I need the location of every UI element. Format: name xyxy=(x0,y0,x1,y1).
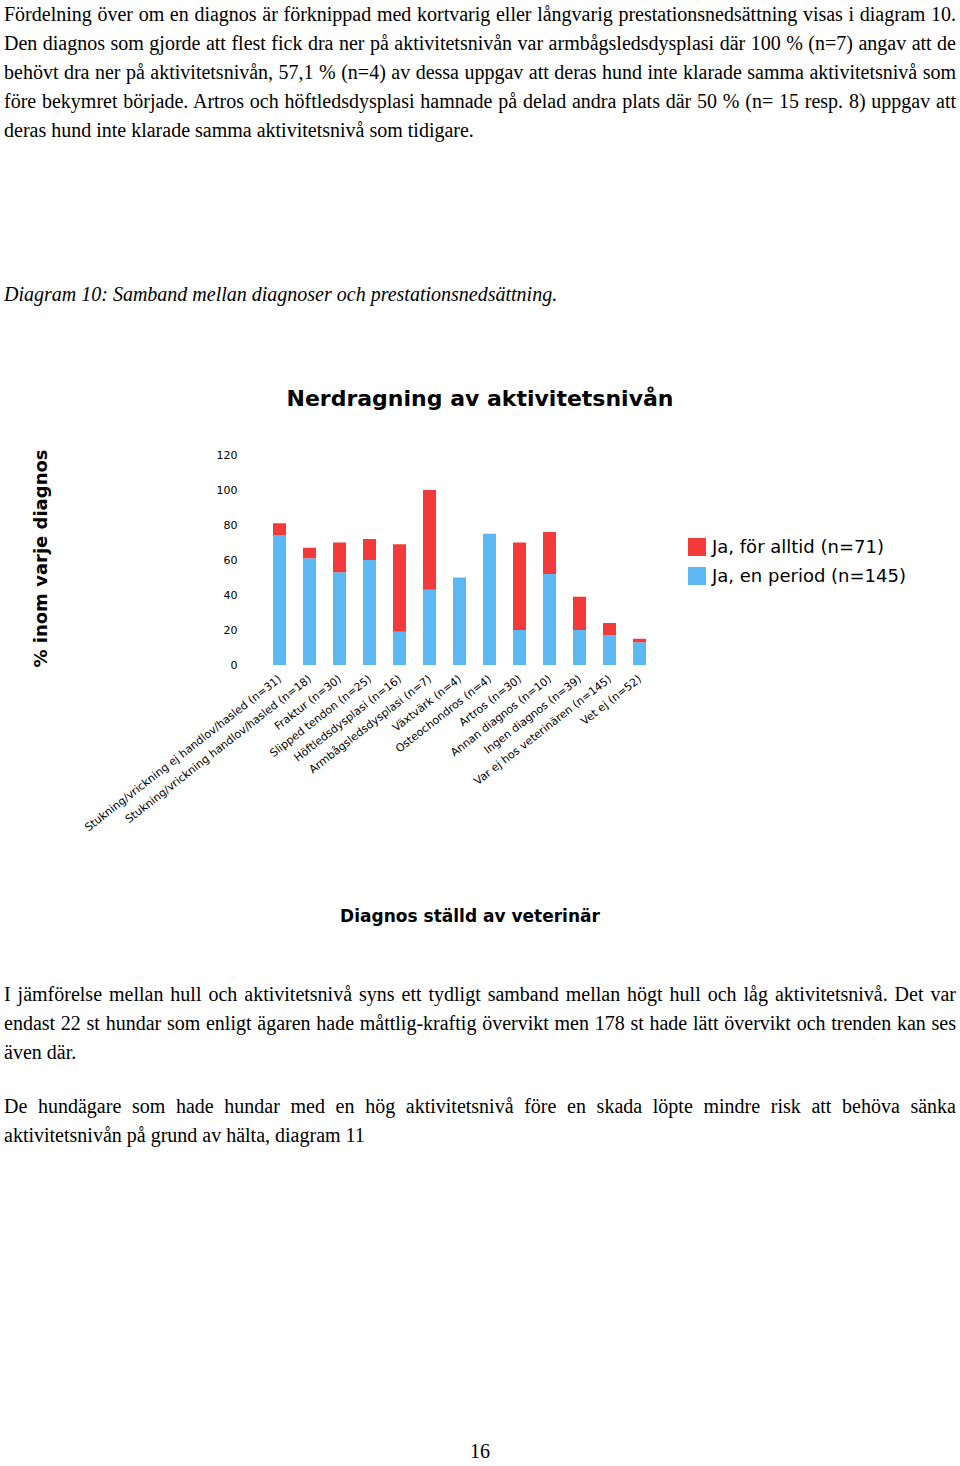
svg-text:0: 0 xyxy=(231,659,238,672)
html-text:Ja, för alltid (n=71): Ja, för alltid (n=71) xyxy=(712,536,884,557)
svg-text:120: 120 xyxy=(217,449,238,462)
svg-text:Artros (n=30): Artros (n=30) xyxy=(456,672,524,730)
svg-text:Armbågsledsdysplasi (n=7): Armbågsledsdysplasi (n=7) xyxy=(307,673,434,777)
html-text:Fördelning över om en diagnos: Fördelning över om en diagnos är förknip… xyxy=(4,3,956,141)
svg-text:Höftledsdysplasi (n=16): Höftledsdysplasi (n=16) xyxy=(291,672,404,765)
svg-text:Fraktur (n=30): Fraktur (n=30) xyxy=(272,672,344,733)
html-text:Nerdragning av aktivitetsnivån: Nerdragning av aktivitetsnivån xyxy=(286,386,674,411)
svg-text:Vet ej (n=52): Vet ej (n=52) xyxy=(578,673,644,728)
svg-text:20: 20 xyxy=(224,624,238,637)
svg-text:40: 40 xyxy=(224,589,238,602)
html-text:Diagram 10: Samband mellan dia: Diagram 10: Samband mellan diagnoser och… xyxy=(4,283,558,305)
svg-text:Växtvärk (n=4): Växtvärk (n=4) xyxy=(390,672,464,735)
svg-text:Stukning/vrickning handlov/has: Stukning/vrickning handlov/hasled (n=18) xyxy=(122,672,314,826)
html-text:De hundägare som hade hundar m: De hundägare som hade hundar med en hög … xyxy=(4,1095,956,1146)
html-text:Ja, en period (n=145): Ja, en period (n=145) xyxy=(712,565,906,586)
html-text:I jämförelse mellan hull och a: I jämförelse mellan hull och aktivitetsn… xyxy=(4,983,956,1063)
svg-text:Stukning/vrickning ej handlov/: Stukning/vrickning ej handlov/hasled (n=… xyxy=(82,673,284,835)
svg-text:Ingen diagnos (n=39): Ingen diagnos (n=39) xyxy=(481,672,584,757)
svg-text:80: 80 xyxy=(224,519,238,532)
svg-text:Var ej hos veterinären (n=145): Var ej hos veterinären (n=145) xyxy=(472,673,614,788)
html-text:16: 16 xyxy=(470,1440,490,1462)
svg-text:60: 60 xyxy=(224,554,238,567)
html-text:% inom varje diagnos: % inom varje diagnos xyxy=(29,449,51,668)
svg-text:Annan diagnos (n=10): Annan diagnos (n=10) xyxy=(448,672,554,760)
svg-text:Osteochondros (n=4): Osteochondros (n=4) xyxy=(393,672,494,756)
svg-text:100: 100 xyxy=(217,484,238,497)
html-text:Diagnos ställd av veterinär: Diagnos ställd av veterinär xyxy=(340,906,600,926)
svg-text:Slipped tendon (n=25): Slipped tendon (n=25) xyxy=(267,672,374,760)
